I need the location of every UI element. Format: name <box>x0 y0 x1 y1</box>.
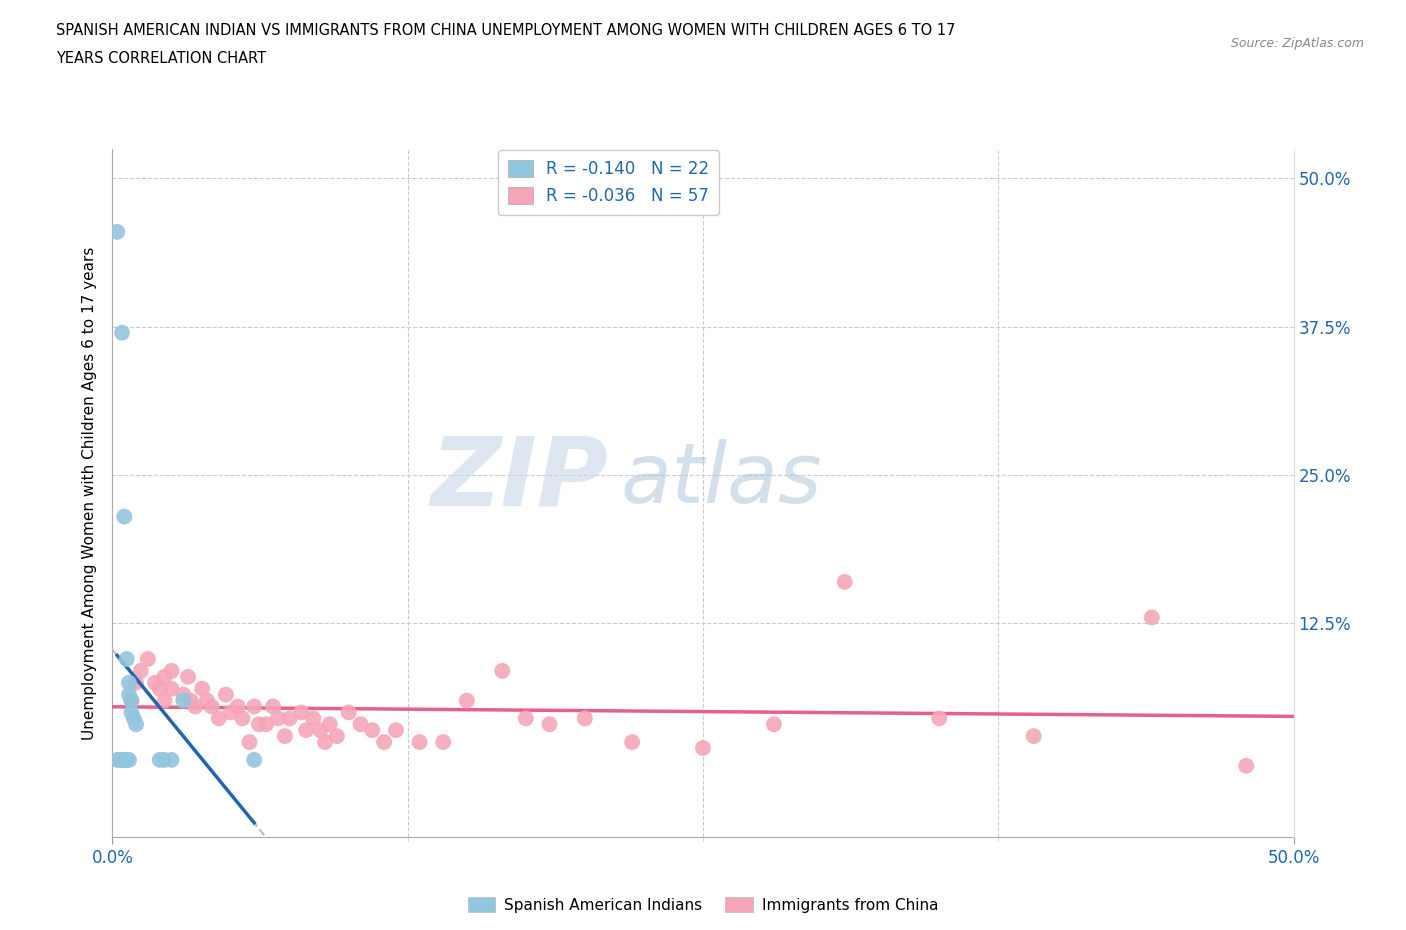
Point <box>118 675 141 690</box>
Point <box>129 663 152 678</box>
Point <box>295 723 318 737</box>
Point <box>1022 729 1045 744</box>
Point <box>160 682 183 697</box>
Point <box>118 687 141 702</box>
Point <box>319 717 342 732</box>
Point <box>160 663 183 678</box>
Point <box>621 735 644 750</box>
Point <box>267 711 290 725</box>
Text: ZIP: ZIP <box>430 432 609 525</box>
Y-axis label: Unemployment Among Women with Children Ages 6 to 17 years: Unemployment Among Women with Children A… <box>82 246 97 739</box>
Point <box>238 735 260 750</box>
Point <box>115 652 138 667</box>
Point <box>762 717 785 732</box>
Point <box>432 735 454 750</box>
Point <box>243 752 266 767</box>
Point <box>172 693 194 708</box>
Point <box>112 510 135 525</box>
Point <box>191 682 214 697</box>
Point <box>456 693 478 708</box>
Point <box>172 687 194 702</box>
Point <box>928 711 950 725</box>
Point <box>290 705 312 720</box>
Point <box>408 735 430 750</box>
Point <box>160 752 183 767</box>
Text: Source: ZipAtlas.com: Source: ZipAtlas.com <box>1230 37 1364 50</box>
Point <box>122 711 145 725</box>
Point <box>361 723 384 737</box>
Point <box>231 711 253 725</box>
Point <box>115 752 138 767</box>
Point <box>834 575 856 590</box>
Point <box>149 682 172 697</box>
Point <box>208 711 231 725</box>
Point <box>349 717 371 732</box>
Point <box>201 699 224 714</box>
Point <box>136 652 159 667</box>
Point <box>120 705 142 720</box>
Point <box>120 693 142 708</box>
Point <box>326 729 349 744</box>
Point <box>153 693 176 708</box>
Point <box>143 675 166 690</box>
Point <box>515 711 537 725</box>
Point <box>254 717 277 732</box>
Point <box>373 735 395 750</box>
Point <box>195 693 218 708</box>
Point <box>278 711 301 725</box>
Point <box>179 693 201 708</box>
Point <box>538 717 561 732</box>
Point <box>153 752 176 767</box>
Point <box>309 723 332 737</box>
Legend: Spanish American Indians, Immigrants from China: Spanish American Indians, Immigrants fro… <box>461 891 945 919</box>
Point <box>262 699 284 714</box>
Point <box>184 699 207 714</box>
Point <box>1140 610 1163 625</box>
Point <box>692 740 714 755</box>
Point <box>574 711 596 725</box>
Point <box>314 735 336 750</box>
Point <box>105 752 128 767</box>
Point <box>243 699 266 714</box>
Point <box>274 729 297 744</box>
Point <box>112 752 135 767</box>
Text: SPANISH AMERICAN INDIAN VS IMMIGRANTS FROM CHINA UNEMPLOYMENT AMONG WOMEN WITH C: SPANISH AMERICAN INDIAN VS IMMIGRANTS FR… <box>56 23 956 38</box>
Point <box>105 224 128 239</box>
Point <box>115 752 138 767</box>
Point <box>385 723 408 737</box>
Point <box>111 326 134 340</box>
Point <box>108 752 131 767</box>
Text: YEARS CORRELATION CHART: YEARS CORRELATION CHART <box>56 51 266 66</box>
Point <box>149 752 172 767</box>
Point <box>1234 758 1257 773</box>
Point <box>120 693 142 708</box>
Point <box>177 670 200 684</box>
Point <box>153 670 176 684</box>
Point <box>226 699 249 714</box>
Point <box>215 687 238 702</box>
Point <box>337 705 360 720</box>
Text: atlas: atlas <box>620 439 823 520</box>
Point <box>491 663 513 678</box>
Point <box>125 717 148 732</box>
Point <box>111 752 134 767</box>
Point <box>118 752 141 767</box>
Point <box>125 675 148 690</box>
Point <box>219 705 242 720</box>
Point <box>247 717 270 732</box>
Point <box>302 711 325 725</box>
